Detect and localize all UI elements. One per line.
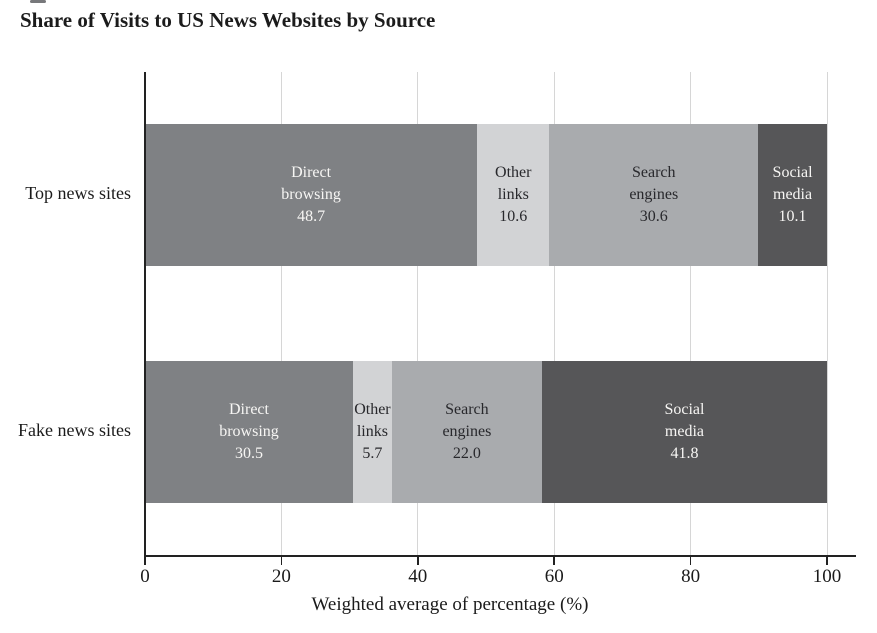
y-axis-line — [144, 72, 146, 555]
gridline — [553, 72, 555, 555]
cropped-text-fragment — [30, 0, 46, 3]
x-tick-mark — [144, 556, 146, 565]
segment-value: 41.8 — [670, 445, 699, 462]
segment-name-line: Social — [664, 401, 705, 418]
segment-name-line: media — [664, 423, 704, 440]
segment-name-line: engines — [442, 423, 492, 440]
gridline — [690, 72, 692, 555]
bar-segment-label: Social media 10.1 — [773, 162, 813, 228]
segment-name-line: Direct — [229, 401, 269, 418]
segment-value: 5.7 — [362, 445, 383, 462]
segment-name-line: Other — [495, 164, 532, 181]
bar-segment-label: Social media 41.8 — [664, 399, 704, 465]
bar-segment-label: Direct browsing 48.7 — [281, 162, 341, 228]
segment-value: 10.1 — [778, 208, 807, 225]
segment-value: 10.6 — [499, 208, 528, 225]
segment-name-line: engines — [629, 186, 679, 203]
category-label: Top news sites — [25, 183, 131, 203]
x-tick-mark — [553, 556, 555, 565]
x-tick-mark — [689, 556, 692, 565]
x-axis-line — [144, 555, 856, 557]
bar-segment-label: Other links 5.7 — [354, 399, 390, 465]
bar-segment-label: Direct browsing 30.5 — [219, 399, 279, 465]
segment-name-line: media — [773, 186, 813, 203]
x-tick-label: 0 — [140, 566, 150, 587]
bar-segment: Social media 10.1 — [758, 124, 827, 266]
gridline — [280, 72, 282, 555]
bar-segment: Direct browsing 30.5 — [145, 361, 353, 503]
x-tick-label: 80 — [681, 566, 701, 587]
bar-segment: Direct browsing 48.7 — [145, 124, 478, 266]
chart-title: Share of Visits to US News Websites by S… — [20, 8, 436, 32]
bar-segment: Social media 41.8 — [541, 361, 827, 503]
segment-name-line: Other — [354, 401, 391, 418]
segment-value: 22.0 — [452, 445, 481, 462]
x-tick-mark — [417, 556, 419, 565]
bar-segment: Other links 5.7 — [353, 361, 392, 503]
x-axis-title: Weighted average of percentage (%) — [311, 594, 589, 615]
segment-name-line: Social — [772, 164, 813, 181]
bar-segment-label: Search engines 22.0 — [442, 399, 491, 465]
bar-segment: Other links 10.6 — [477, 124, 550, 266]
x-tick-label: 20 — [271, 566, 291, 587]
segment-name-line: links — [356, 423, 388, 440]
x-tick-label: 100 — [812, 566, 842, 587]
x-tick-mark — [826, 556, 828, 565]
gridline — [826, 72, 828, 555]
segment-name-line: browsing — [281, 186, 341, 203]
segment-value: 30.5 — [235, 445, 263, 462]
segment-name-line: browsing — [219, 423, 279, 440]
bar-segment-label: Search engines 30.6 — [629, 162, 678, 228]
category-label: Fake news sites — [18, 420, 131, 440]
x-tick-label: 60 — [544, 566, 564, 587]
segment-name-line: Search — [632, 164, 676, 181]
segment-name-line: links — [497, 186, 529, 203]
x-tick-mark — [280, 556, 283, 565]
bar-segment-label: Other links 10.6 — [495, 162, 531, 228]
bar-segment: Search engines 30.6 — [549, 124, 759, 266]
x-tick-label: 40 — [408, 566, 428, 587]
gridline — [417, 72, 419, 555]
bar-segment: Search engines 22.0 — [391, 361, 542, 503]
segment-name-line: Direct — [291, 164, 332, 181]
segment-value: 30.6 — [639, 208, 668, 225]
segment-value: 48.7 — [297, 208, 326, 225]
segment-name-line: Search — [445, 401, 489, 418]
